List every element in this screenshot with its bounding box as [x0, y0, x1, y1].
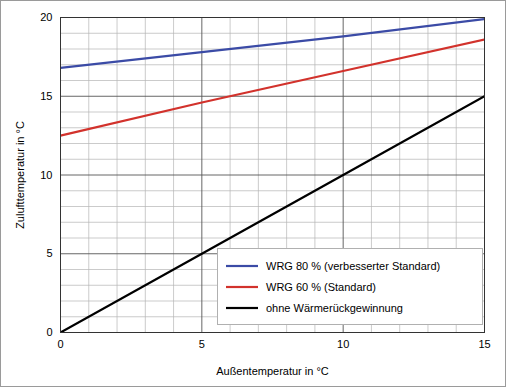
svg-text:5: 5 — [46, 247, 52, 259]
svg-text:0: 0 — [46, 326, 52, 338]
html-text:ohne Wärmerückgewinnung: ohne Wärmerückgewinnung — [266, 301, 403, 314]
html-text:WRG 80 % (verbesserter Standar: WRG 80 % (verbesserter Standard) — [266, 259, 441, 272]
html-text:WRG 60 % (Standard): WRG 60 % (Standard) — [266, 280, 376, 293]
svg-text:15: 15 — [40, 90, 52, 102]
svg-text:Zulufttemperatur in °C: Zulufttemperatur in °C — [14, 121, 26, 229]
svg-text:5: 5 — [199, 338, 205, 350]
svg-text:Außentemperatur in °C: Außentemperatur in °C — [216, 365, 329, 377]
svg-text:10: 10 — [40, 169, 52, 181]
svg-text:10: 10 — [337, 338, 349, 350]
svg-text:15: 15 — [478, 338, 490, 350]
svg-text:20: 20 — [40, 11, 52, 23]
svg-text:0: 0 — [57, 338, 63, 350]
